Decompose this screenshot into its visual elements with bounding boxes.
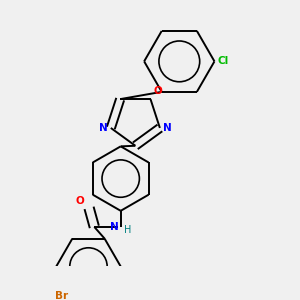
Text: N: N — [164, 123, 172, 133]
Text: Cl: Cl — [218, 56, 229, 66]
Text: N: N — [99, 123, 107, 133]
Text: O: O — [76, 196, 85, 206]
Text: N: N — [110, 222, 118, 232]
Text: O: O — [153, 86, 162, 96]
Text: H: H — [124, 225, 132, 236]
Text: Br: Br — [55, 291, 68, 300]
